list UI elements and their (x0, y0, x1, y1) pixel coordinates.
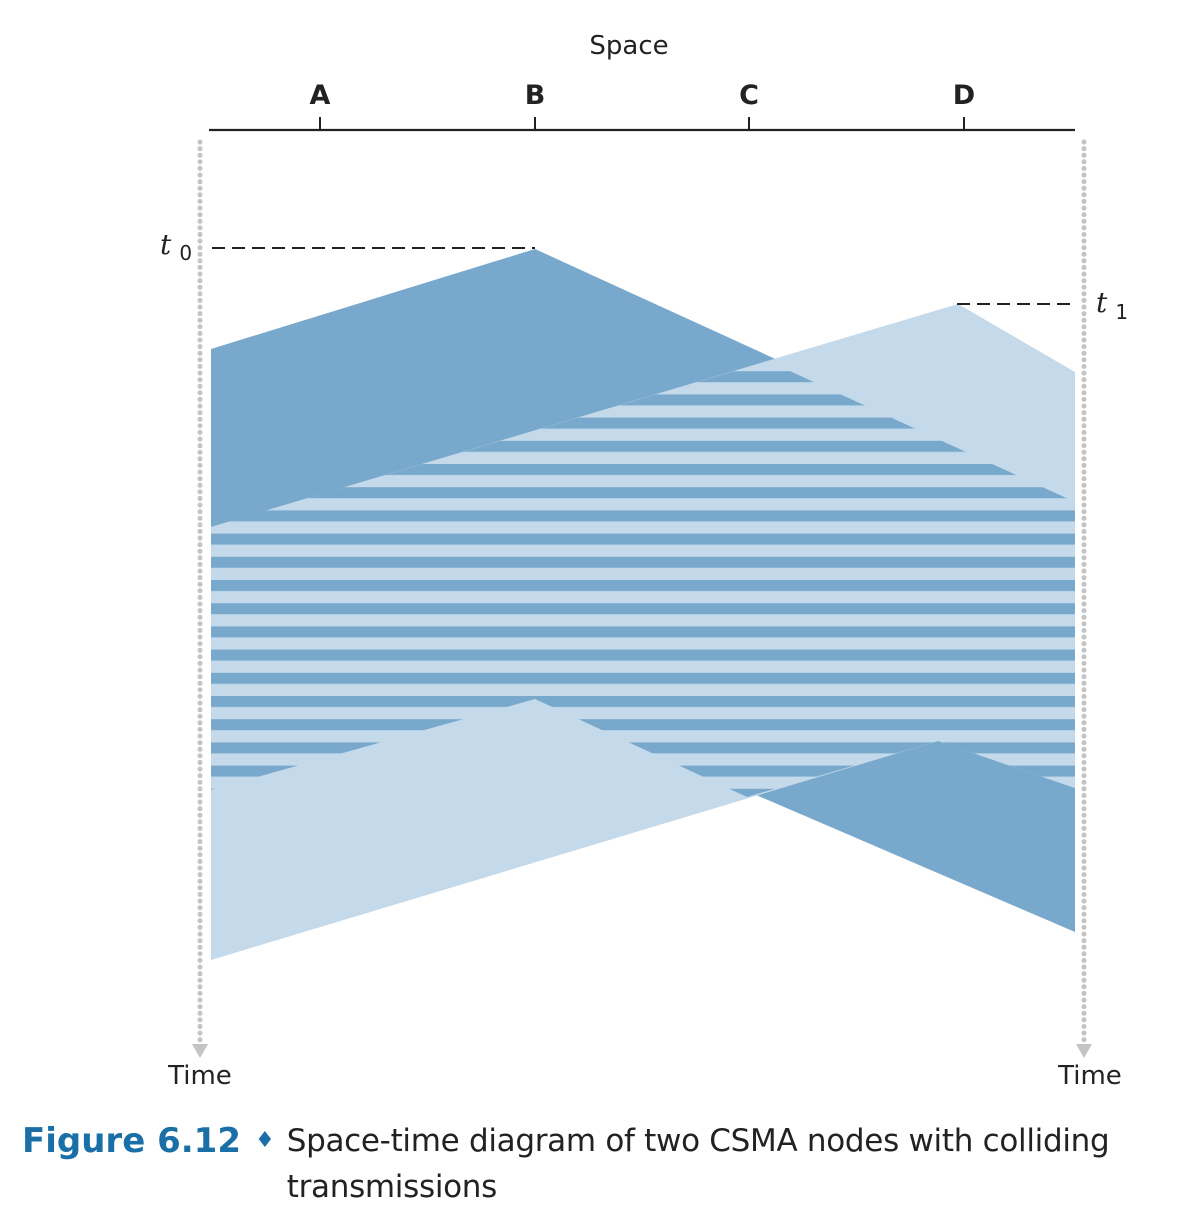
node-label-d: D (953, 80, 975, 111)
t0-label: t 0 (160, 228, 192, 265)
space-title: Space (589, 31, 668, 61)
node-label-c: C (739, 80, 759, 111)
diamond-icon: ♦ (254, 1128, 275, 1153)
t1-label: t 1 (1096, 286, 1128, 324)
caption-text: Space-time diagram of two CSMA nodes wit… (286, 1123, 1110, 1205)
time-axis-left-arrow-icon (192, 1044, 208, 1058)
time-label-right: Time (1057, 1061, 1122, 1091)
figure-caption: Figure 6.12 ♦ Space-time diagram of two … (22, 1118, 1182, 1210)
node-label-a: A (310, 80, 331, 111)
figure-number: Figure 6.12 (22, 1121, 241, 1161)
csma-space-time-diagram: Space A B C D Time Time t 0 t 1 (160, 31, 1128, 1091)
collision-overlap-region (211, 361, 1075, 797)
time-label-left: Time (167, 1061, 232, 1091)
node-label-b: B (525, 80, 546, 111)
time-axis-right-arrow-icon (1076, 1044, 1092, 1058)
